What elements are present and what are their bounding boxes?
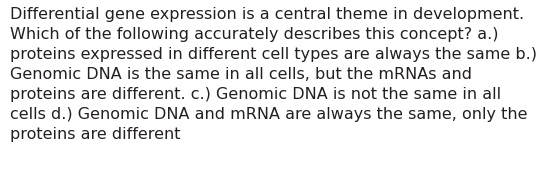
Text: Differential gene expression is a central theme in development.
Which of the fol: Differential gene expression is a centra… [10, 7, 537, 142]
